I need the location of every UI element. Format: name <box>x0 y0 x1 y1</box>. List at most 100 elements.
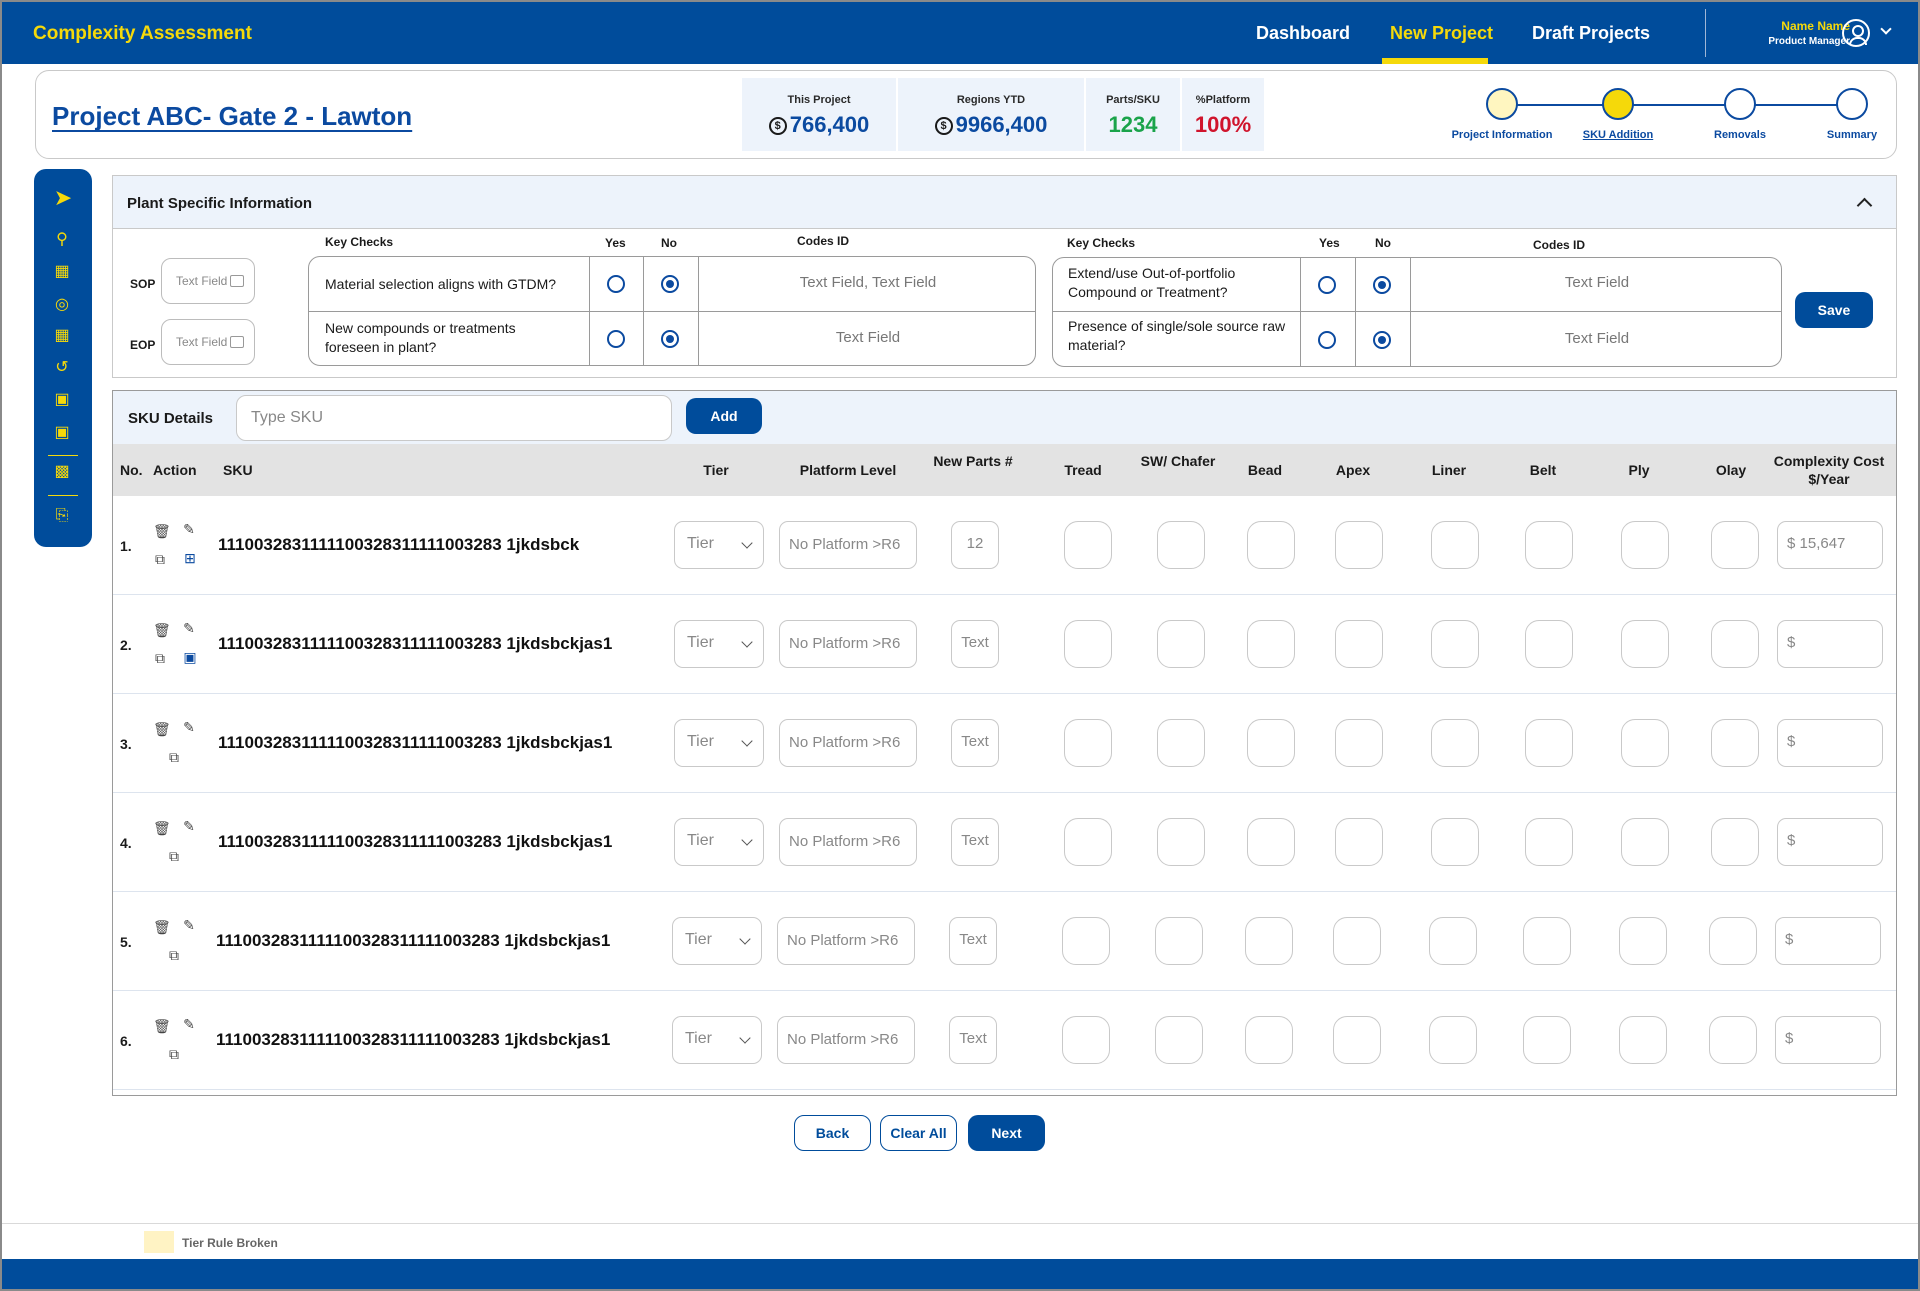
belt-cell[interactable] <box>1525 620 1573 668</box>
step-label[interactable]: Removals <box>1714 129 1766 141</box>
copy-icon[interactable]: ⧉ <box>155 551 165 567</box>
tread-cell[interactable] <box>1064 620 1112 668</box>
copy-icon[interactable]: ⧉ <box>169 1046 179 1062</box>
radio-no[interactable] <box>1373 331 1391 349</box>
apex-cell[interactable] <box>1335 818 1383 866</box>
tread-cell[interactable] <box>1062 1016 1110 1064</box>
apex-cell[interactable] <box>1335 719 1383 767</box>
delete-icon[interactable]: 🗑 <box>153 622 171 638</box>
complexity-cost-field[interactable]: $ <box>1777 620 1883 668</box>
apex-cell[interactable] <box>1335 521 1383 569</box>
delete-icon[interactable]: 🗑 <box>153 820 171 836</box>
radio-no[interactable] <box>1373 276 1391 294</box>
delete-icon[interactable]: 🗑 <box>153 721 171 737</box>
liner-cell[interactable] <box>1429 1016 1477 1064</box>
tier-select[interactable]: Tier <box>674 521 764 569</box>
tread-cell[interactable] <box>1064 521 1112 569</box>
tread-cell[interactable] <box>1062 917 1110 965</box>
sw-chafer-cell[interactable] <box>1157 521 1205 569</box>
codes-id-field[interactable]: Text Field <box>1564 274 1630 291</box>
platform-level-field[interactable]: No Platform >R6 <box>779 620 917 668</box>
platform-level-field[interactable]: No Platform >R6 <box>779 818 917 866</box>
liner-cell[interactable] <box>1431 620 1479 668</box>
calendar-icon[interactable] <box>230 336 244 348</box>
step-sku-addition[interactable] <box>1602 88 1634 120</box>
tier-select[interactable]: Tier <box>672 1016 762 1064</box>
liner-cell[interactable] <box>1431 521 1479 569</box>
olay-cell[interactable] <box>1709 917 1757 965</box>
step-removals[interactable] <box>1724 88 1756 120</box>
edit-icon[interactable]: ✎ <box>183 818 195 834</box>
delete-icon[interactable]: 🗑 <box>153 1018 171 1034</box>
radio-yes[interactable] <box>1318 276 1336 294</box>
tread-cell[interactable] <box>1064 719 1112 767</box>
sop-date-field[interactable]: Text Field <box>161 258 255 304</box>
calendar-icon[interactable] <box>230 275 244 287</box>
apex-cell[interactable] <box>1335 620 1383 668</box>
tier-select[interactable]: Tier <box>674 719 764 767</box>
apps-grid-icon[interactable]: ▦ <box>54 327 70 344</box>
olay-cell[interactable] <box>1709 1016 1757 1064</box>
bead-cell[interactable] <box>1245 1016 1293 1064</box>
step-label[interactable]: Project Information <box>1451 129 1553 141</box>
bead-cell[interactable] <box>1247 818 1295 866</box>
apex-cell[interactable] <box>1333 917 1381 965</box>
platform-level-field[interactable]: No Platform >R6 <box>777 917 915 965</box>
page-title[interactable]: Project ABC- Gate 2 - Lawton <box>52 101 413 131</box>
radio-yes[interactable] <box>1318 331 1336 349</box>
sw-chafer-cell[interactable] <box>1155 917 1203 965</box>
chevron-down-icon[interactable] <box>1880 23 1892 35</box>
copy-icon[interactable]: ⧉ <box>169 749 179 765</box>
ply-cell[interactable] <box>1621 818 1669 866</box>
codes-id-field[interactable]: Text Field <box>1564 330 1630 347</box>
new-parts-field[interactable]: Text <box>951 818 999 866</box>
clipboard-icon[interactable]: ⎘ <box>55 507 69 524</box>
folder-settings-icon[interactable]: ▣ <box>54 424 70 441</box>
complexity-cost-field[interactable]: $ <box>1777 818 1883 866</box>
new-parts-field[interactable]: Text <box>949 1016 997 1064</box>
codes-id-field[interactable]: Text Field <box>835 329 901 346</box>
ply-cell[interactable] <box>1619 917 1667 965</box>
clear-all-button[interactable]: Clear All <box>880 1115 957 1151</box>
bead-cell[interactable] <box>1247 521 1295 569</box>
new-parts-field[interactable]: Text <box>951 620 999 668</box>
panel-header[interactable]: Plant Specific Information <box>113 176 1896 229</box>
copy-icon[interactable]: ⧉ <box>169 848 179 864</box>
ply-cell[interactable] <box>1621 521 1669 569</box>
factory-icon[interactable]: ▩ <box>54 463 70 480</box>
tier-select[interactable]: Tier <box>672 917 762 965</box>
eop-date-field[interactable]: Text Field <box>161 319 255 365</box>
belt-cell[interactable] <box>1523 1016 1571 1064</box>
save-button[interactable]: Save <box>1795 292 1873 328</box>
ply-cell[interactable] <box>1619 1016 1667 1064</box>
delete-icon[interactable]: 🗑 <box>153 919 171 935</box>
sku-input[interactable]: Type SKU <box>236 395 672 441</box>
edit-icon[interactable]: ✎ <box>183 719 195 735</box>
belt-cell[interactable] <box>1525 719 1573 767</box>
platform-level-field[interactable]: No Platform >R6 <box>779 719 917 767</box>
step-label[interactable]: SKU Addition <box>1582 129 1654 141</box>
copy-icon[interactable]: ⧉ <box>169 947 179 963</box>
chevron-up-icon[interactable] <box>1856 197 1873 214</box>
add-sku-button[interactable]: Add <box>686 398 762 434</box>
target-icon[interactable]: ◎ <box>55 296 69 313</box>
liner-cell[interactable] <box>1431 719 1479 767</box>
olay-cell[interactable] <box>1711 620 1759 668</box>
tread-cell[interactable] <box>1064 818 1112 866</box>
nav-dashboard[interactable]: Dashboard <box>1256 23 1351 43</box>
sync-icon[interactable]: ↺ <box>55 359 69 376</box>
step-label[interactable]: Summary <box>1826 129 1878 141</box>
radio-yes[interactable] <box>607 330 625 348</box>
folder-add-icon[interactable]: ▣ <box>54 391 70 408</box>
nav-draft-projects[interactable]: Draft Projects <box>1532 23 1651 43</box>
olay-cell[interactable] <box>1711 818 1759 866</box>
grid-icon[interactable]: ▦ <box>54 263 70 280</box>
apex-cell[interactable] <box>1333 1016 1381 1064</box>
search-doc-icon[interactable]: ⚲ <box>56 231 68 248</box>
edit-icon[interactable]: ✎ <box>183 521 195 537</box>
radio-no[interactable] <box>661 275 679 293</box>
sw-chafer-cell[interactable] <box>1155 1016 1203 1064</box>
next-button[interactable]: Next <box>968 1115 1045 1151</box>
belt-cell[interactable] <box>1525 818 1573 866</box>
edit-icon[interactable]: ✎ <box>183 620 195 636</box>
